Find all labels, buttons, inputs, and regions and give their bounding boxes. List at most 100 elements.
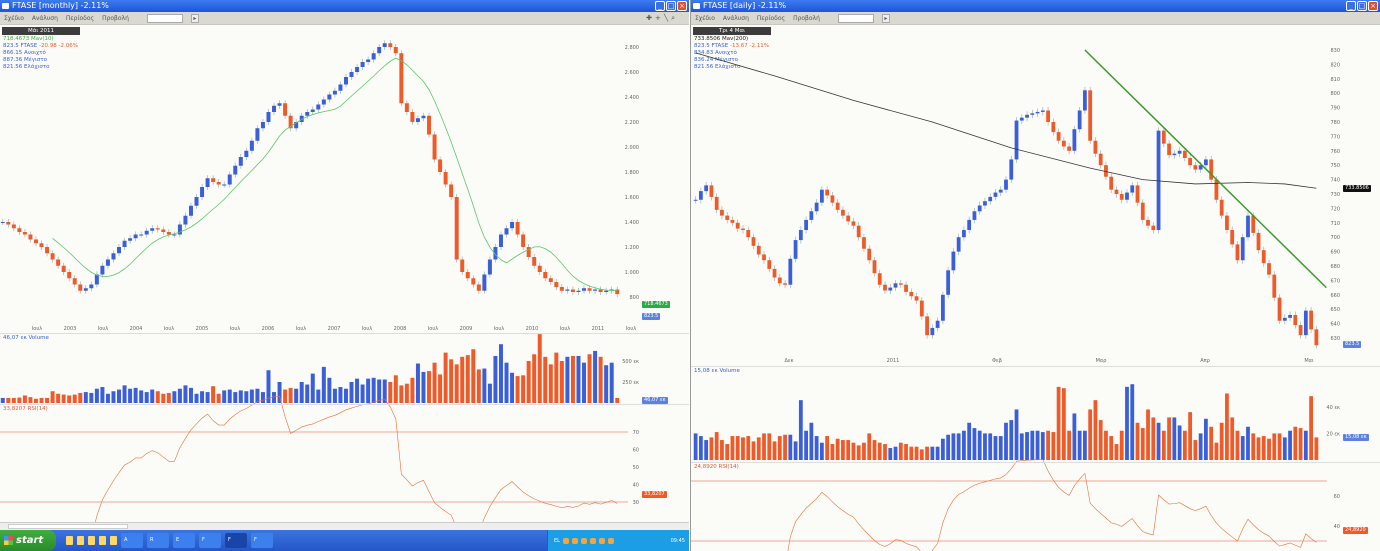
media-icon[interactable]: [88, 536, 95, 545]
crosshair-icon[interactable]: +: [654, 14, 661, 22]
volume-bar: [1225, 393, 1229, 460]
candle-down: [526, 247, 531, 257]
x-axis-tick-label: Ιουλ: [164, 326, 174, 332]
task-button[interactable]: R: [147, 533, 169, 548]
volume-legend: 46,07 εκ Volume: [3, 335, 49, 341]
maximize-button[interactable]: □: [1357, 1, 1367, 11]
candle-down: [1225, 215, 1229, 230]
maximize-button[interactable]: □: [666, 1, 676, 11]
scrollbar-thumb[interactable]: [8, 524, 128, 529]
volume-bar: [476, 369, 481, 403]
candle-up: [798, 230, 803, 241]
y-axis-tick-label: 690: [1330, 250, 1340, 256]
symbol-search-input[interactable]: [837, 14, 874, 23]
volume-bar: [867, 433, 872, 460]
candle-down: [587, 288, 592, 291]
search-button[interactable]: ▸: [881, 14, 890, 23]
tray-icon[interactable]: [580, 537, 587, 544]
candle-down: [714, 196, 719, 210]
volume-bar: [260, 392, 265, 403]
y-axis-tick-label: 730: [1330, 192, 1340, 198]
task-button-active[interactable]: F: [225, 533, 247, 548]
candle-down: [1214, 179, 1219, 200]
volume-bar: [498, 344, 503, 403]
candle-down: [925, 316, 929, 336]
candle-down: [1067, 146, 1072, 151]
close-button[interactable]: ×: [1368, 1, 1378, 11]
tray-icon[interactable]: [571, 537, 578, 544]
app-icon[interactable]: [99, 536, 106, 545]
horizontal-scrollbar[interactable]: [0, 522, 689, 530]
volume-bar: [851, 442, 856, 460]
title-bar[interactable]: FTASE [daily] -2.11% _ □ ×: [691, 0, 1380, 12]
candle-down: [515, 222, 520, 235]
menu-analysis[interactable]: Ανάλυση: [722, 15, 749, 22]
x-axis-tick-label: 2007: [328, 326, 341, 332]
volume-bar: [940, 438, 945, 460]
daily-price-chart[interactable]: 630 640 650 660 670 680 690 700 710 720 730 740 750 7…: [691, 0, 1380, 551]
volume-bar: [449, 359, 454, 403]
candle-up: [227, 174, 232, 185]
x-axis-tick-label: Ιουλ: [626, 326, 636, 332]
menu-period[interactable]: Περίοδος: [756, 15, 786, 22]
volume-bar: [904, 444, 908, 460]
search-button[interactable]: ▸: [190, 14, 199, 23]
task-button[interactable]: A: [121, 533, 143, 548]
candle-down: [388, 43, 393, 47]
menu-analysis[interactable]: Ανάλυση: [31, 15, 58, 22]
menu-view[interactable]: Προβολή: [102, 15, 129, 22]
start-button[interactable]: start: [0, 530, 56, 551]
ie-icon[interactable]: [66, 536, 73, 545]
candle-up: [1025, 114, 1029, 118]
monthly-price-chart[interactable]: 800 1.000 1.200 1.400 1.600 1.800 2.000 2.200 2.…: [0, 0, 689, 551]
task-button[interactable]: E: [173, 533, 195, 548]
tray-icon[interactable]: [562, 537, 569, 544]
volume-bar: [1072, 413, 1077, 460]
menu-draw[interactable]: Σχέδιο: [4, 15, 24, 22]
language-indicator[interactable]: EL: [554, 537, 560, 544]
volume-bar: [762, 433, 766, 460]
tray-icon[interactable]: [598, 537, 605, 544]
volume-bar: [693, 433, 698, 460]
title-bar[interactable]: FTASE [monthly] -2.11% _ □ ×: [0, 0, 689, 12]
volume-bar: [460, 356, 465, 403]
candle-down: [1261, 250, 1266, 264]
minimize-button[interactable]: _: [655, 1, 665, 11]
volume-bar: [720, 440, 724, 460]
menu-draw[interactable]: Σχέδιο: [695, 15, 715, 22]
folder-icon[interactable]: [77, 536, 84, 545]
candle-down: [772, 268, 777, 278]
tray-icon[interactable]: [607, 537, 614, 544]
candle-up: [940, 294, 945, 321]
volume-bar: [415, 363, 420, 403]
task-button[interactable]: F: [251, 533, 273, 548]
candle-up: [983, 201, 987, 206]
candle-up: [360, 62, 365, 67]
volume-bar: [1046, 430, 1050, 460]
volume-bar: [493, 355, 498, 403]
candle-up: [94, 274, 99, 285]
volume-bar: [1114, 444, 1119, 460]
doc-icon[interactable]: [110, 536, 117, 545]
menu-period[interactable]: Περίοδος: [65, 15, 95, 22]
candle-down: [1051, 122, 1056, 133]
candle-down: [1135, 185, 1140, 203]
x-axis-tick-label: Ιουλ: [494, 326, 504, 332]
candle-down: [61, 265, 66, 272]
cursor-icon[interactable]: ✚: [646, 14, 652, 22]
menu-view[interactable]: Προβολή: [793, 15, 820, 22]
y-axis-tick-label: 710: [1330, 221, 1340, 227]
candle-up: [988, 196, 993, 202]
volume-bar: [1040, 432, 1045, 460]
tray-icon[interactable]: [589, 537, 596, 544]
x-axis-tick-label: Ιουλ: [560, 326, 570, 332]
volume-bar: [1135, 422, 1140, 460]
x-axis-tick-label: 2011: [592, 326, 605, 332]
zoom-icon[interactable]: ⌕: [671, 14, 675, 22]
minimize-button[interactable]: _: [1346, 1, 1356, 11]
close-button[interactable]: ×: [677, 1, 687, 11]
line-tool-icon[interactable]: ╲: [663, 14, 669, 22]
task-button[interactable]: F: [199, 533, 221, 548]
candle-down: [872, 260, 877, 274]
symbol-search-input[interactable]: [146, 14, 183, 23]
